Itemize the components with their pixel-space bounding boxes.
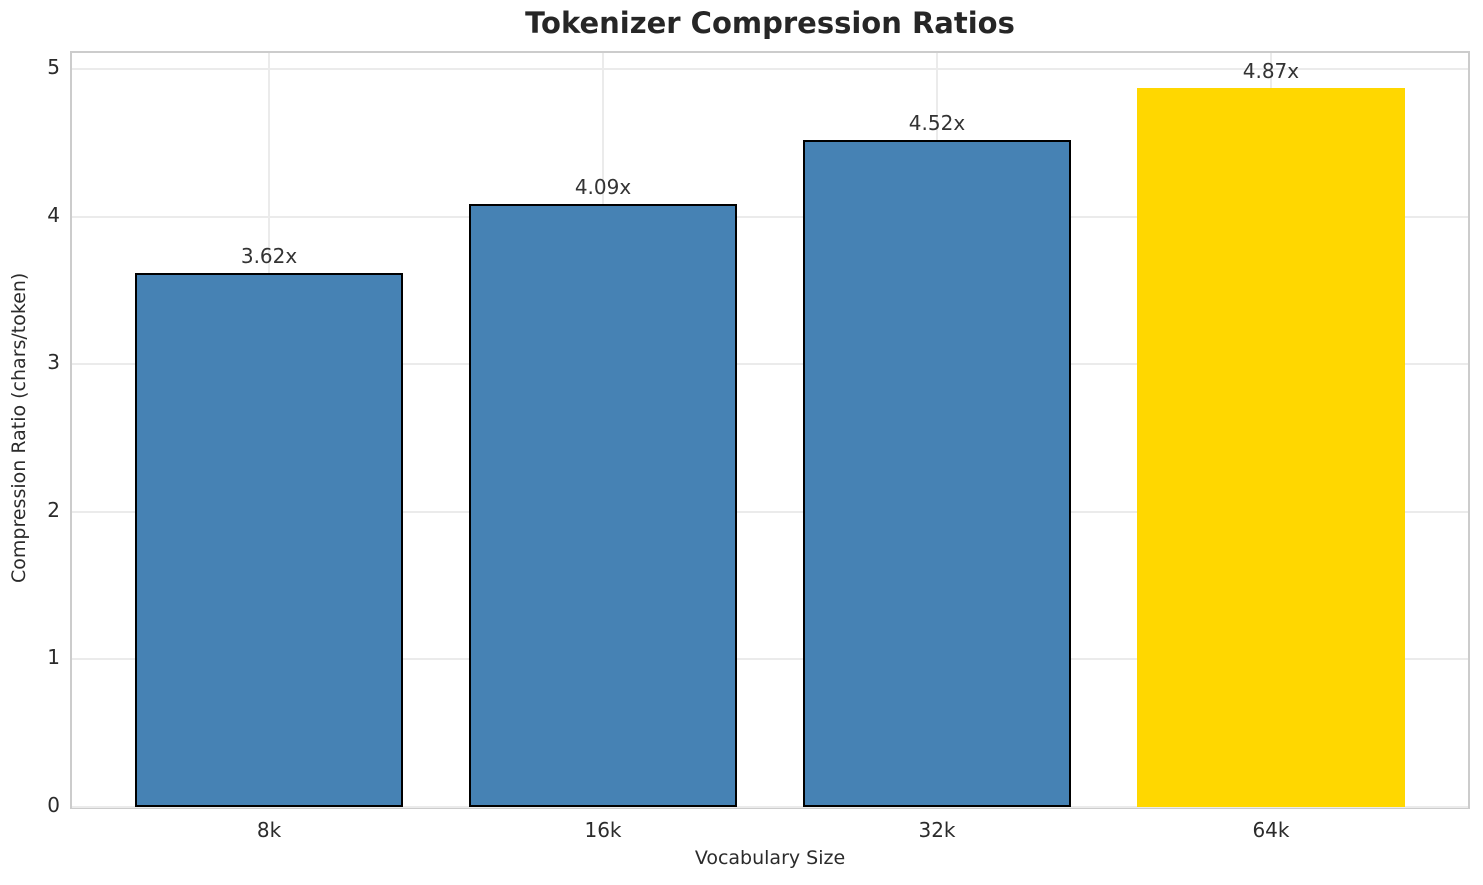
gridline-h [72,68,1468,71]
gridline-h [72,363,1468,366]
y-tick-label: 0 [47,793,60,817]
gridline-h [72,806,1468,808]
chart-title: Tokenizer Compression Ratios [525,6,1015,40]
bar-value-label-32k: 4.52x [908,111,966,136]
gridline-h [72,215,1468,218]
x-tick-label-32k: 32k [918,818,956,842]
bar-value-label-8k: 3.62x [240,243,298,268]
plot-area: 3.62x 4.09x 4.52x 4.87x [70,51,1470,809]
bar-8k [135,272,403,807]
y-tick-label: 1 [47,645,60,670]
x-tick-label-8k: 8k [256,818,282,842]
bar-value-label-16k: 4.09x [574,174,632,199]
y-tick-label: 3 [47,350,60,375]
bar-32k [803,140,1071,807]
bar-value-label-64k: 4.87x [1242,59,1300,84]
gridline-h [72,510,1468,513]
x-tick-label-64k: 64k [1252,818,1290,842]
y-tick-label: 2 [47,497,60,522]
gridline-h [72,658,1468,661]
y-tick-label: 4 [47,202,60,227]
bar-64k [1137,88,1405,807]
x-axis-label: Vocabulary Size [694,847,846,869]
x-tick-label-16k: 16k [584,818,622,842]
y-tick-label: 5 [47,55,60,80]
y-axis-label: Compression Ratio (chars/token) [8,272,30,584]
bar-16k [469,203,737,807]
